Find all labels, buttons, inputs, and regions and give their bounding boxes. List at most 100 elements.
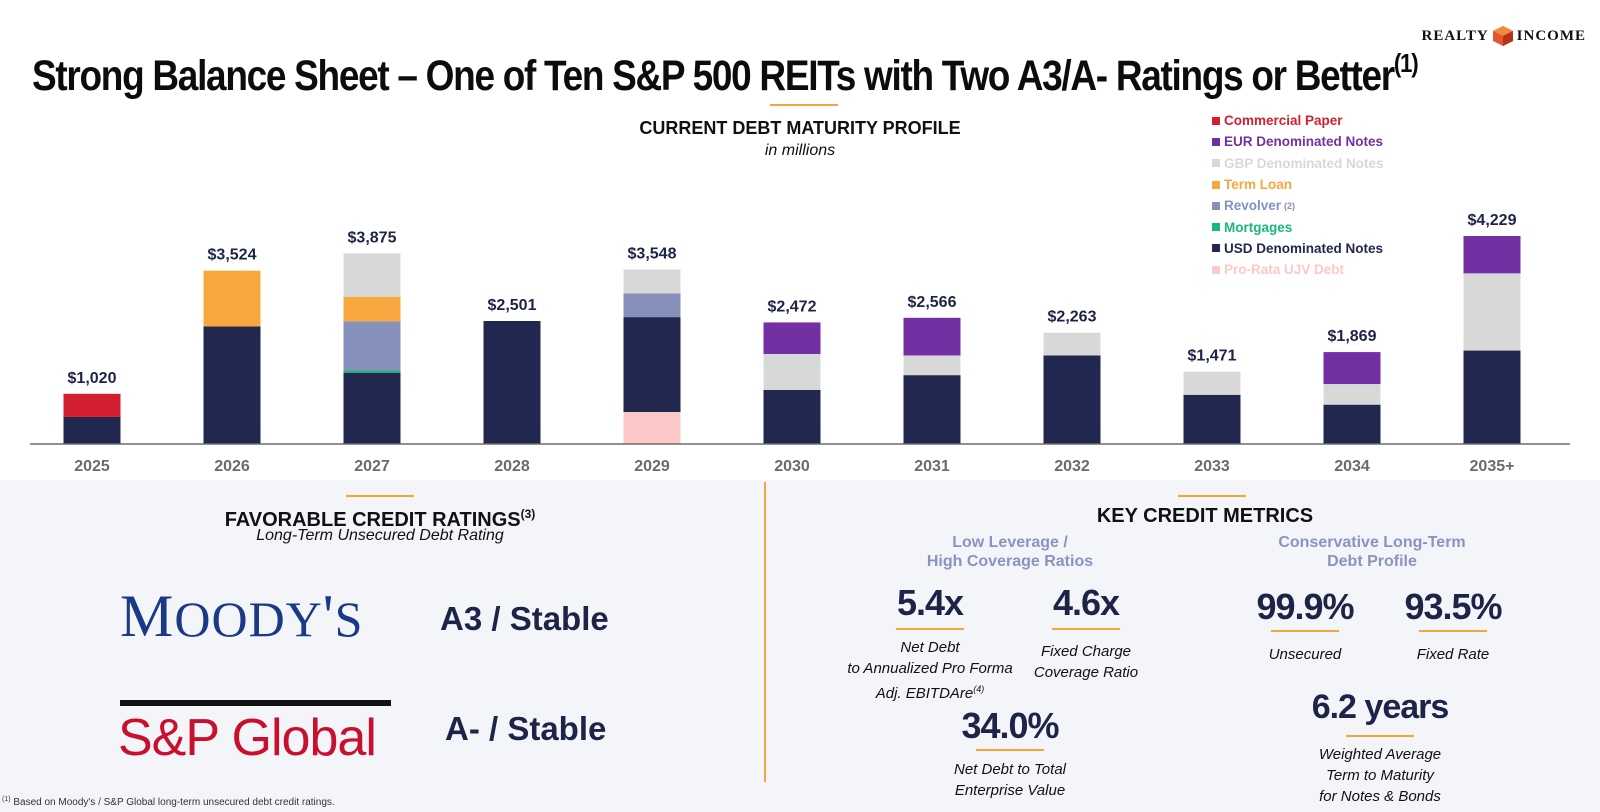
bar-total-label: $2,501 [488,297,537,314]
metric-desc-line: Fixed Charge [1040,643,1132,660]
moodys-rating: A3 / Stable [440,600,609,637]
debt-maturity-chart: $1,020 2025 $3,524 2026 $3,875 2027 $2,501 2028… [30,212,1570,475]
ratings-accent-line [346,495,414,497]
metrics-accent-line [1178,495,1246,497]
logo-right-text: INCOME [1516,27,1586,44]
bar-segment-gbp-denominated-notes [903,355,961,376]
bar-total-label: $2,263 [1048,309,1097,326]
bar-segment-usd-denominated-notes [1463,350,1521,444]
legend-swatch [1212,180,1220,189]
metric-value-net-debt-ev: 34.0% [961,705,1059,746]
metric-accent [1419,630,1487,632]
bar-segment-gbp-denominated-notes [1463,273,1521,351]
x-axis-tick-label: 2035+ [1470,458,1515,475]
bar-segment-usd-denominated-notes [763,389,821,444]
metric-desc-unsecured: Unsecured [1225,644,1385,665]
x-axis-tick-label: 2032 [1054,458,1090,475]
metrics-right-heading-line2: Debt Profile [1327,553,1417,570]
metric-desc-net-debt-ebitda: Net Debt to Annualized Pro Forma Adj. EB… [820,637,1040,704]
page-title-text: Strong Balance Sheet – One of Ten S&P 50… [32,52,1395,100]
metrics-right-heading-line1: Conservative Long-Term [1278,534,1466,551]
sp-rating: A- / Stable [445,710,607,747]
bar-total-label: $3,875 [348,229,397,246]
bar-total-label: $3,524 [208,247,257,264]
bar-total-label: $2,472 [768,298,817,315]
bar-total-label: $1,020 [68,370,117,387]
bar-segment-gbp-denominated-notes [623,269,681,294]
logo-mark-icon [1492,26,1513,46]
sp-global-logo: S&P Global [118,709,377,767]
bar-segment-usd-denominated-notes [343,372,401,444]
x-axis-tick-label: 2034 [1334,458,1370,475]
chart-legend: Commercial Paper EUR Denominated Notes GBP… [1212,110,1384,280]
legend-label: Pro-Rata UJV Debt [1224,262,1345,278]
section-divider [764,482,766,782]
bar-segment-gbp-denominated-notes [1043,332,1101,356]
metric-desc-line: Unsecured [1268,646,1342,663]
title-accent-line [770,104,838,106]
legend-label: USD Denominated Notes [1224,240,1384,256]
bar-total-label: $1,471 [1188,348,1237,365]
legend-item: USD Denominated Notes [1212,238,1384,259]
sp-global-bar [120,700,391,706]
bar-segment-eur-denominated-notes [763,322,821,354]
x-axis-tick-label: 2031 [914,458,950,475]
footnote-sup: (1) [2,796,11,803]
metrics-left-heading-line1: Low Leverage / [952,534,1068,551]
metric-desc-text: Adj. EBITDAre [875,685,974,702]
legend-item: Term Loan [1212,174,1384,195]
legend-swatch [1212,244,1220,253]
legend-swatch [1212,201,1220,210]
bar-segment-usd-denominated-notes [63,416,121,444]
bar-segment-revolver [623,293,681,318]
bar-segment-revolver [343,321,401,371]
bar-total-label: $1,869 [1328,328,1377,345]
legend-sup: (2) [1284,200,1296,211]
metric-desc-line: to Annualized Pro Forma [847,660,1013,677]
metric-accent [1271,630,1339,632]
metrics-right-heading: Conservative Long-Term Debt Profile [1222,533,1522,571]
bar-segment-mortgages [343,370,401,373]
legend-item: Pro-Rata UJV Debt [1212,259,1384,280]
bar-segment-term-loan [343,296,401,322]
metrics-title: KEY CREDIT METRICS [1096,505,1314,527]
legend-swatch [1212,116,1220,125]
metric-desc-fixed-charge: Fixed Charge Coverage Ratio [1006,641,1166,683]
metric-accent [1052,628,1120,630]
ratings-title: FAVORABLE CREDIT RATINGS(3) [150,507,610,532]
legend-label: Mortgages [1224,219,1293,235]
bar-segment-term-loan [203,270,261,327]
bar-segment-gbp-denominated-notes [763,353,821,390]
bar-segment-gbp-denominated-notes [1323,384,1381,405]
metric-value-fixed-charge: 4.6x [1052,582,1120,623]
legend-item: EUR Denominated Notes [1212,131,1384,152]
bar-segment-usd-denominated-notes [1323,404,1381,444]
metric-desc-line: Net Debt [900,639,960,656]
metric-desc-line: Adj. EBITDAre(4) [820,679,1040,704]
bar-segment-eur-denominated-notes [1463,236,1521,274]
metric-desc-line: Weighted Average [1318,746,1442,763]
bar-segment-usd-denominated-notes [1183,394,1241,444]
metric-desc-line: for Notes & Bonds [1319,788,1441,805]
legend-item: Mortgages [1212,216,1384,237]
bar-segment-eur-denominated-notes [903,317,961,356]
metric-value-unsecured: 99.9% [1256,586,1354,627]
chart-subtitle: in millions [764,142,836,159]
bar-total-label: $2,566 [908,294,957,311]
metric-accent [896,628,964,630]
legend-label: Term Loan [1224,177,1293,193]
bar-segment-usd-denominated-notes [623,317,681,413]
bar-segment-eur-denominated-notes [1323,352,1381,385]
x-axis-tick-label: 2028 [494,458,530,475]
chart-title: CURRENT DEBT MATURITY PROFILE [639,118,961,138]
legend-item: Commercial Paper [1212,110,1384,131]
metric-desc-line: Term to Maturity [1326,767,1434,784]
x-axis-tick-label: 2026 [214,458,250,475]
legend-label: EUR Denominated Notes [1224,134,1384,150]
bar-segment-usd-denominated-notes [203,326,261,444]
metric-desc-term-to-maturity: Weighted Average Term to Maturity for No… [1270,744,1490,807]
metric-value-term-to-maturity: 6.2 years [1311,688,1450,726]
x-axis-tick-label: 2033 [1194,458,1230,475]
metric-desc-line: Coverage Ratio [1033,664,1139,681]
bar-segment-usd-denominated-notes [1043,355,1101,444]
